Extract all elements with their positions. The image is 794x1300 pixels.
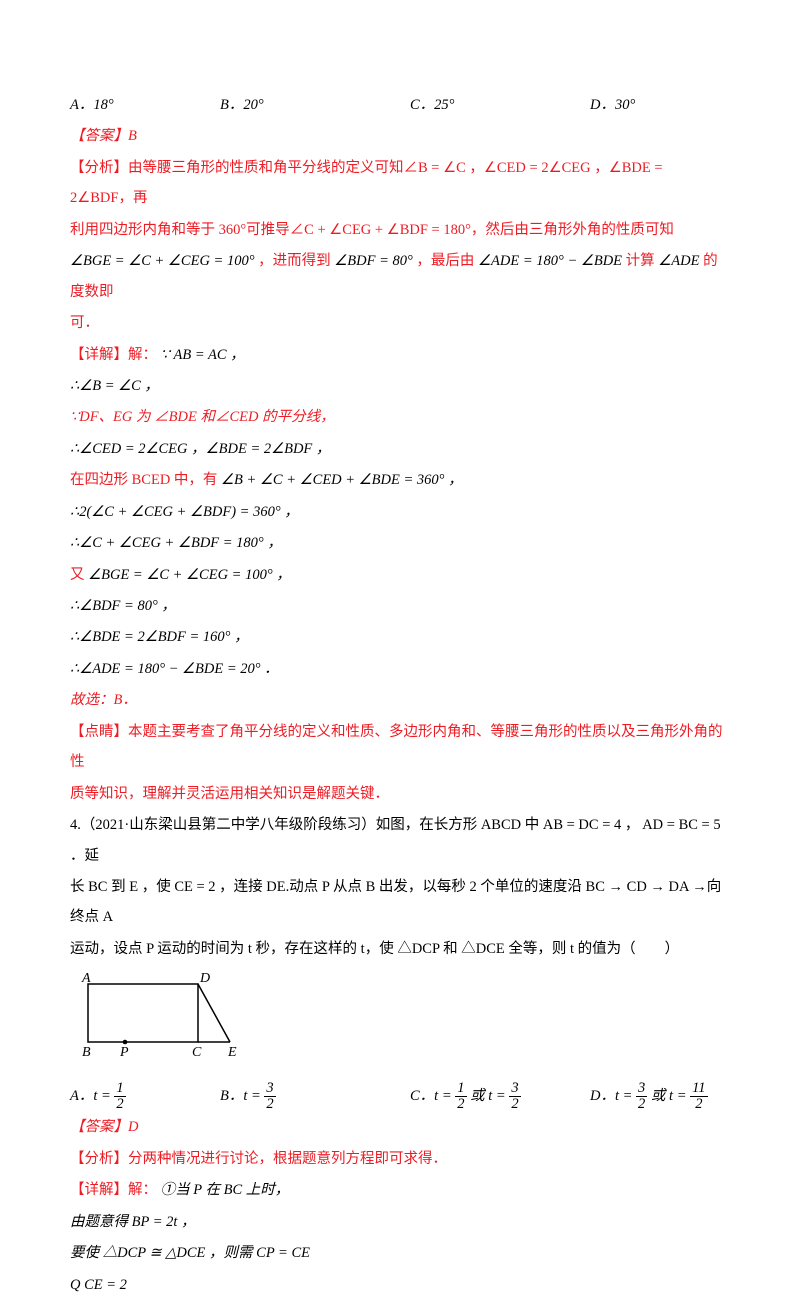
q3-d-l7a: 又 — [70, 567, 85, 583]
q3-d-l8: ∴∠BDF = 80° ， — [70, 591, 724, 621]
q4-answer: 【答案】D — [70, 1112, 724, 1142]
q3-a3-b: ，进而得到 — [258, 253, 331, 269]
q3-point-a: 【点睛】本题主要考查了角平分线的定义和性质、多边形内角和、等腰三角形的性质以及三… — [70, 717, 724, 778]
q4-dh-b: ①当 P 在 BC 上时， — [161, 1182, 290, 1198]
q3-analysis-1: 【分析】由等腰三角形的性质和角平分线的定义可知∠B = ∠C ，∠CED = 2… — [70, 153, 724, 214]
q4-d-l1: 由题意得 BP = 2t ， — [70, 1207, 724, 1237]
q4-analysis: 【分析】分两种情况进行讨论，根据题意列方程即可求得． — [70, 1144, 724, 1174]
q3-d-l7: 又 ∠BGE = ∠C + ∠CEG = 100° ， — [70, 560, 724, 590]
q4-line2: 长 BC 到 E ，使 CE = 2 ，连接 DE.动点 P 从点 B 出发，以… — [70, 872, 724, 933]
q4-detail-hdr: 【详解】解： ①当 P 在 BC 上时， — [70, 1175, 724, 1205]
q4-opt-c: C．t = 12 或 t = 32 — [410, 1081, 590, 1112]
q4-d-l3: Q CE = 2 — [70, 1270, 724, 1300]
q3-d-l9: ∴∠BDE = 2∠BDF = 160° ， — [70, 622, 724, 652]
q3-d-l4b: ∠B + ∠C + ∠CED + ∠BDE = 360° ， — [221, 472, 463, 488]
lbl-b: B — [82, 1045, 91, 1060]
q4-b-pre: B．t = — [220, 1088, 261, 1104]
q4-opt-b: B．t = 32 — [220, 1081, 410, 1112]
q3-dh-b: ∵ AB = AC ， — [161, 347, 245, 363]
q4-options: A．t = 12 B．t = 32 C．t = 12 或 t = 32 D．t … — [70, 1081, 724, 1112]
lbl-c: C — [192, 1045, 202, 1060]
q3-d-l4a: 在四边形 BCED 中，有 — [70, 472, 217, 488]
q3-d-l3: ∴∠CED = 2∠CEG ，∠BDE = 2∠BDF ， — [70, 434, 724, 464]
q3-d-l4: 在四边形 BCED 中，有 ∠B + ∠C + ∠CED + ∠BDE = 36… — [70, 465, 724, 495]
q3-point-b: 质等知识，理解并灵活运用相关知识是解题关键． — [70, 779, 724, 809]
q3-d-l6: ∴∠C + ∠CEG + ∠BDF = 180° ， — [70, 528, 724, 558]
q4-dh-a: 【详解】解： — [70, 1182, 157, 1198]
q3-d-l10: ∴∠ADE = 180° − ∠BDE = 20° ． — [70, 654, 724, 684]
q3-options: A．18° B．20° C．25° D．30° — [70, 90, 724, 120]
q3-opt-a: A．18° — [70, 90, 220, 120]
q3-d-l2: ∵DF、EG 为 ∠BDE 和∠CED 的平分线， — [70, 402, 724, 432]
lbl-e: E — [227, 1045, 237, 1060]
q4-c-mid: 或 t = — [470, 1088, 506, 1104]
q3-a3-f: 计算 — [626, 253, 655, 269]
q4-opt-a: A．t = 12 — [70, 1081, 220, 1112]
q3-a3-a: ∠BGE = ∠C + ∠CEG = 100° — [70, 253, 255, 269]
q3-opt-d: D．30° — [590, 90, 635, 120]
q3-a3-d: ，最后由 — [416, 253, 474, 269]
q3-analysis-2: 利用四边形内角和等于 360°可推导∠C + ∠CEG + ∠BDF = 180… — [70, 215, 724, 245]
q3-a3-g: ∠ADE — [658, 253, 699, 269]
q4-a-pre: A．t = — [70, 1088, 111, 1104]
q4-d-l2: 要使 △DCP ≅ △DCE ，则需 CP = CE — [70, 1238, 724, 1268]
q3-d-l11: 故选：B． — [70, 685, 724, 715]
lbl-p: P — [119, 1045, 129, 1060]
q4-d-pre: D．t = — [590, 1088, 632, 1104]
q3-a3-c: ∠BDF = 80° — [334, 253, 413, 269]
q4-line3: 运动，设点 P 运动的时间为 t 秒，存在这样的 t，使 △DCP 和 △DCE… — [70, 934, 724, 964]
q3-dh-a: 【详解】解： — [70, 347, 157, 363]
q4-d-mid: 或 t = — [651, 1088, 687, 1104]
q3-d-l7b: ∠BGE = ∠C + ∠CEG = 100° ， — [88, 567, 291, 583]
q4-c-pre: C．t = — [410, 1088, 452, 1104]
q3-detail-hdr: 【详解】解： ∵ AB = AC ， — [70, 340, 724, 370]
q4-line1: 4.（2021·山东梁山县第二中学八年级阶段练习）如图，在长方形 ABCD 中 … — [70, 810, 724, 871]
q4-opt-d: D．t = 32 或 t = 112 — [590, 1081, 708, 1112]
q3-opt-b: B．20° — [220, 90, 410, 120]
q3-d-l5: ∴2(∠C + ∠CEG + ∠BDF) = 360° ， — [70, 497, 724, 527]
q3-a3-e: ∠ADE = 180° − ∠BDE — [478, 253, 622, 269]
q3-analysis-4: 可． — [70, 308, 724, 338]
q3-opt-c: C．25° — [410, 90, 590, 120]
lbl-d: D — [199, 971, 210, 986]
lbl-a: A — [81, 971, 91, 986]
q4-diagram: A D B P C E — [70, 970, 724, 1076]
q3-analysis-3: ∠BGE = ∠C + ∠CEG = 100° ，进而得到 ∠BDF = 80°… — [70, 246, 724, 307]
q3-d-l1: ∴∠B = ∠C ， — [70, 371, 724, 401]
q3-answer: 【答案】B — [70, 121, 724, 151]
